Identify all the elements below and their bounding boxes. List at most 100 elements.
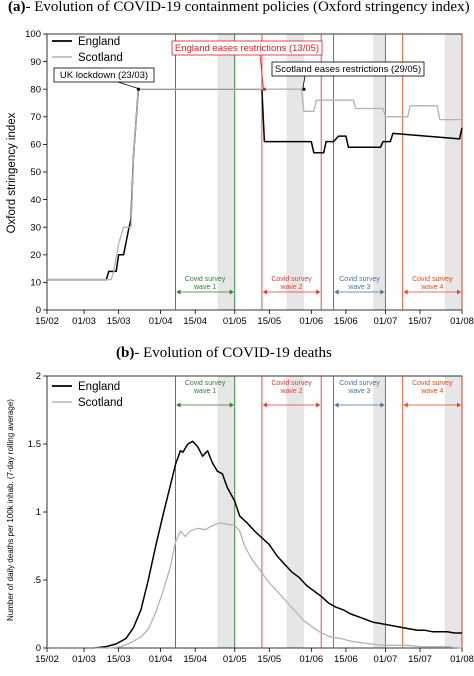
b-y-tick-label: 1	[36, 507, 41, 518]
b-x-tick-label: 15/02	[35, 654, 59, 665]
panel-a-axes: 0 10 20 30 40 50 60 70 80 90 100 15/02 01/03 15/03 01/…	[25, 29, 474, 327]
a-wave-1-arrowhead-right	[229, 289, 234, 295]
b-grey-band-4	[444, 376, 462, 648]
a-wave-3-label: Covid survey wave 3	[339, 276, 380, 291]
a-y-tick-label: 70	[30, 112, 41, 123]
a-x-tick-label: 01/03	[72, 316, 96, 327]
a-series-england-line	[47, 88, 463, 281]
b-grey-band-1	[217, 376, 235, 648]
b-wave-3-label-line-1: Covid survey	[339, 380, 380, 387]
a-y-tick-label: 100	[25, 29, 41, 40]
a-annotation-3-text: Scotland eases restrictions (29/05)	[275, 64, 421, 75]
a-x-tick-label: 15/05	[257, 316, 281, 327]
panel-b-letter: (b)	[116, 345, 134, 361]
a-y-tick-label: 10	[30, 278, 41, 289]
a-annotation-2-box	[171, 40, 323, 56]
a-y-tick-label: 40	[30, 195, 41, 206]
a-x-tick-label: 01/05	[223, 316, 247, 327]
a-grey-band-1	[217, 34, 235, 310]
b-wave-3-label: Covid survey wave 3	[339, 380, 380, 395]
b-wave-4-arrowhead-right	[457, 402, 461, 408]
b-wave-3-label-line-2: wave 3	[347, 388, 370, 395]
panel-a-stringency-chart: (a)- Evolution of COVID-19 containment p…	[6, 0, 474, 327]
b-legend-label-england: England	[78, 381, 120, 393]
a-legend-label-england: England	[78, 36, 120, 48]
a-annotation-2-pointer-tip	[262, 87, 266, 91]
panel-b-series-lines	[47, 440, 463, 649]
a-annotation-2-pointer	[259, 54, 264, 89]
a-y-tick-label: 0	[36, 305, 41, 316]
a-grey-band-4	[444, 34, 462, 310]
a-wave-2-arrowhead-left	[262, 289, 267, 295]
a-annotation-3-pointer-tip	[302, 87, 306, 91]
a-wave-4-arrowhead-right	[457, 289, 461, 295]
b-wave-1-label-line-1: Covid survey	[185, 380, 226, 387]
a-x-tick-label: 15/07	[408, 316, 432, 327]
a-series-scotland-line	[47, 88, 462, 281]
a-wave-3-arrowhead-left	[334, 289, 339, 295]
a-wave-4-label-line-1: Covid survey	[412, 276, 453, 283]
b-series-scotland-line	[47, 522, 463, 649]
a-annotation-1-pointer	[117, 81, 138, 89]
a-annotation-3-pointer	[302, 75, 306, 89]
b-wave-4-label: Covid survey wave 4	[412, 380, 453, 395]
b-x-tick-label: 01/03	[72, 654, 96, 665]
a-x-tick-label: 15/06	[334, 316, 358, 327]
a-annotation-2-text: England eases restrictions (13/05)	[175, 43, 319, 54]
b-wave-4-arrowhead-left	[403, 402, 408, 408]
a-x-tick-label: 15/03	[107, 316, 131, 327]
b-wave-1-arrowhead-left	[176, 402, 181, 408]
b-x-tick-label: 01/07	[374, 654, 398, 665]
b-y-tick-label: 0	[36, 643, 41, 654]
b-wave-1-arrowhead-right	[229, 402, 234, 408]
panel-a-legend: England Scotland	[52, 36, 123, 64]
a-y-tick-label: 30	[30, 222, 41, 233]
a-wave-1-label-line-2: wave 1	[193, 284, 216, 291]
b-wave-1-label-line-2: wave 1	[193, 388, 216, 395]
panel-a-series-lines	[47, 88, 463, 281]
a-x-tick-label: 15/04	[183, 316, 207, 327]
a-wave-4-arrowhead-left	[403, 289, 408, 295]
b-x-tick-label: 15/07	[408, 654, 432, 665]
a-legend-label-scotland: Scotland	[78, 52, 123, 64]
b-wave-4-label-line-2: wave 4	[420, 388, 443, 395]
b-x-tick-label: 15/05	[257, 654, 281, 665]
panel-a-survey-bands	[217, 34, 462, 310]
b-wave-2-label-line-2: wave 2	[279, 388, 302, 395]
panel-a-letter: (a)	[8, 0, 26, 15]
a-y-tick-label: 80	[30, 84, 41, 95]
b-wave-2-arrowhead-right	[316, 402, 321, 408]
a-x-tick-label: 01/07	[374, 316, 398, 327]
b-series-england-line	[47, 440, 462, 649]
a-y-tick-label: 20	[30, 250, 41, 261]
panel-b-title: - Evolution of COVID-19 deaths	[134, 345, 332, 361]
a-annotation-1-text: UK lockdown (23/03)	[60, 70, 148, 81]
a-wave-1-label: Covid survey wave 1	[185, 276, 226, 291]
panel-b-plot-frame	[46, 375, 463, 649]
b-x-tick-label: 01/04	[149, 654, 173, 665]
b-x-tick-label: 15/04	[183, 654, 207, 665]
b-x-tick-label: 01/06	[299, 654, 323, 665]
panel-b-survey-bands	[217, 376, 462, 648]
b-y-tick-label: 2	[36, 371, 41, 382]
a-x-tick-label: 01/04	[149, 316, 173, 327]
a-wave-1-label-line-1: Covid survey	[185, 276, 226, 283]
b-x-tick-label: 15/06	[334, 654, 358, 665]
a-wave-4-label: Covid survey wave 4	[412, 276, 453, 291]
panel-a-title: - Evolution of COVID-19 containment poli…	[26, 0, 470, 15]
a-y-tick-label: 90	[30, 57, 41, 68]
b-y-tick-label: 1.5	[28, 439, 41, 450]
a-wave-1-arrowhead-left	[176, 289, 181, 295]
svg-text:(b)- Evolution of COVID-19 dea: (b)- Evolution of COVID-19 deaths	[116, 345, 332, 361]
b-wave-2-label: Covid survey wave 2	[271, 380, 312, 395]
a-annotation-3-box	[271, 61, 425, 77]
panel-b-legend: England Scotland	[52, 381, 123, 409]
a-wave-3-arrowhead-right	[380, 289, 385, 295]
a-annotation-1-pointer-tip	[136, 87, 140, 91]
svg-text:(a)- Evolution of COVID-19 con: (a)- Evolution of COVID-19 containment p…	[8, 0, 470, 15]
panel-b-y-axis-label: Number of daily deaths per 100k inhab. (…	[6, 399, 15, 621]
b-wave-2-arrowhead-left	[262, 402, 267, 408]
